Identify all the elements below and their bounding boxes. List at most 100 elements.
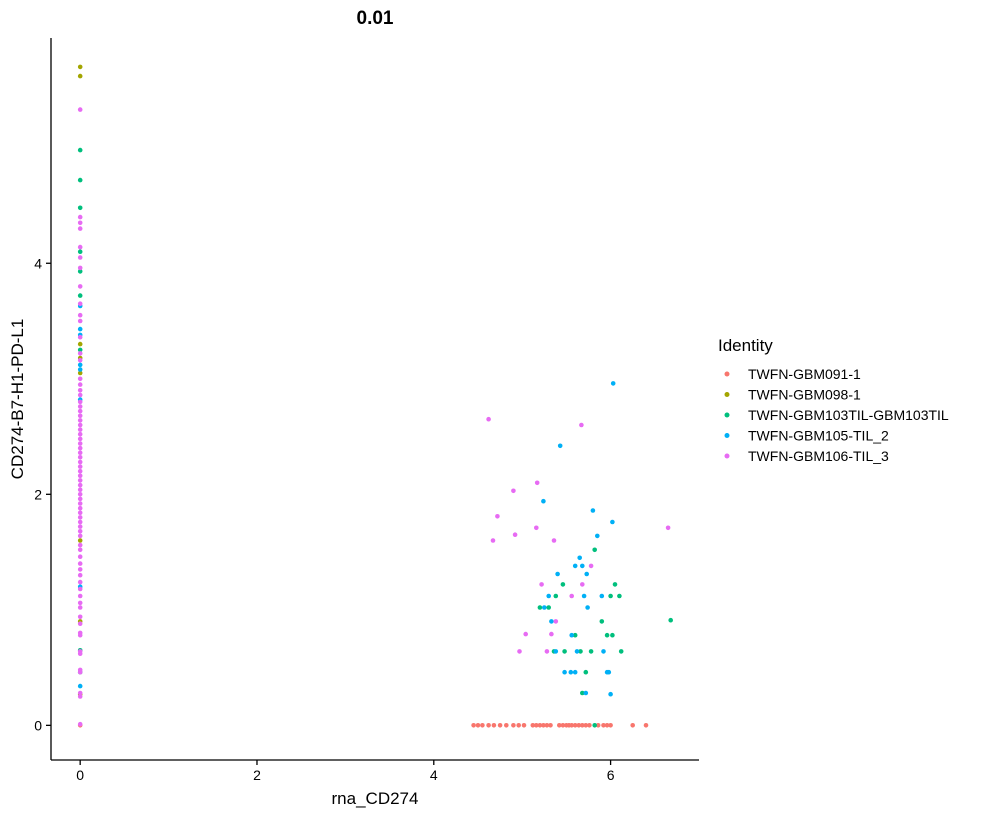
data-point xyxy=(78,367,83,372)
data-point xyxy=(78,226,83,231)
legend-swatch xyxy=(725,433,730,438)
data-point xyxy=(545,649,550,654)
data-point xyxy=(577,556,582,561)
data-point xyxy=(78,524,83,529)
data-point xyxy=(492,723,497,728)
data-point xyxy=(78,351,83,356)
data-point xyxy=(587,723,592,728)
data-point xyxy=(78,418,83,423)
data-point xyxy=(592,723,597,728)
data-point xyxy=(534,526,539,531)
data-point xyxy=(78,543,83,548)
data-point xyxy=(78,554,83,559)
x-tick-label: 4 xyxy=(430,767,438,783)
data-point xyxy=(476,723,481,728)
data-point xyxy=(523,632,528,637)
data-point xyxy=(78,587,83,592)
data-point xyxy=(605,633,610,638)
data-point xyxy=(511,723,516,728)
data-point xyxy=(608,692,613,697)
data-point xyxy=(582,594,587,599)
data-point xyxy=(78,377,83,382)
data-point xyxy=(78,464,83,469)
data-point xyxy=(541,499,546,504)
data-point xyxy=(619,649,624,654)
data-point xyxy=(78,441,83,446)
y-tick-label: 4 xyxy=(34,255,42,271)
legend-label: TWFN-GBM091-1 xyxy=(748,366,861,382)
data-point xyxy=(516,723,521,728)
data-point xyxy=(78,400,83,405)
data-point xyxy=(573,670,578,675)
data-point xyxy=(486,417,491,422)
data-point xyxy=(78,313,83,318)
data-point xyxy=(535,481,540,486)
data-point xyxy=(552,538,557,543)
data-point xyxy=(78,501,83,506)
data-point xyxy=(78,342,83,347)
y-tick-label: 2 xyxy=(34,486,42,502)
data-point xyxy=(580,582,585,587)
legend-label: TWFN-GBM098-1 xyxy=(748,387,861,403)
data-point xyxy=(78,363,83,368)
legend-label: TWFN-GBM105-TIL_2 xyxy=(748,428,889,444)
data-point xyxy=(78,497,83,502)
data-point xyxy=(78,221,83,226)
x-tick-label: 0 xyxy=(76,767,84,783)
data-point xyxy=(78,382,83,387)
data-point xyxy=(549,632,554,637)
data-point xyxy=(562,649,567,654)
chart-title: 0.01 xyxy=(357,8,394,29)
data-point xyxy=(78,561,83,566)
data-point xyxy=(600,594,605,599)
data-point xyxy=(617,594,622,599)
data-point xyxy=(78,594,83,599)
data-point xyxy=(569,633,574,638)
data-point xyxy=(78,319,83,324)
y-ticks: 0 2 4 xyxy=(34,255,51,733)
data-point xyxy=(562,670,567,675)
data-point xyxy=(78,567,83,572)
data-point xyxy=(600,619,605,624)
data-point xyxy=(78,450,83,455)
data-point xyxy=(595,534,600,539)
data-point xyxy=(610,633,615,638)
data-point xyxy=(78,670,83,675)
legend-label: TWFN-GBM103TIL-GBM103TIL xyxy=(748,407,949,423)
data-point xyxy=(569,670,574,675)
legend-title: Identity xyxy=(718,336,773,355)
data-point xyxy=(666,526,671,531)
data-point xyxy=(78,423,83,428)
data-point xyxy=(78,455,83,460)
data-point xyxy=(78,249,83,254)
data-point xyxy=(78,446,83,451)
data-point xyxy=(78,284,83,289)
y-tick-label: 0 xyxy=(34,717,42,733)
data-point xyxy=(592,548,597,553)
data-point xyxy=(613,582,618,587)
data-point xyxy=(589,649,594,654)
data-point xyxy=(491,538,496,543)
x-ticks: 0 2 4 6 xyxy=(76,760,614,783)
data-point xyxy=(78,722,83,727)
data-point xyxy=(78,478,83,483)
data-point xyxy=(78,601,83,606)
data-point xyxy=(644,723,649,728)
data-point xyxy=(498,723,503,728)
data-point xyxy=(78,255,83,260)
data-point xyxy=(78,358,83,363)
data-point xyxy=(78,520,83,525)
legend-swatch xyxy=(725,454,730,459)
data-point xyxy=(78,694,83,699)
x-tick-label: 2 xyxy=(253,767,261,783)
data-point xyxy=(78,580,83,585)
data-point xyxy=(573,564,578,569)
data-point xyxy=(78,393,83,398)
data-point xyxy=(546,594,551,599)
data-point xyxy=(504,723,509,728)
data-point xyxy=(584,670,589,675)
data-point xyxy=(542,605,547,610)
data-point xyxy=(78,266,83,271)
data-point xyxy=(611,381,616,386)
data-point xyxy=(78,487,83,492)
